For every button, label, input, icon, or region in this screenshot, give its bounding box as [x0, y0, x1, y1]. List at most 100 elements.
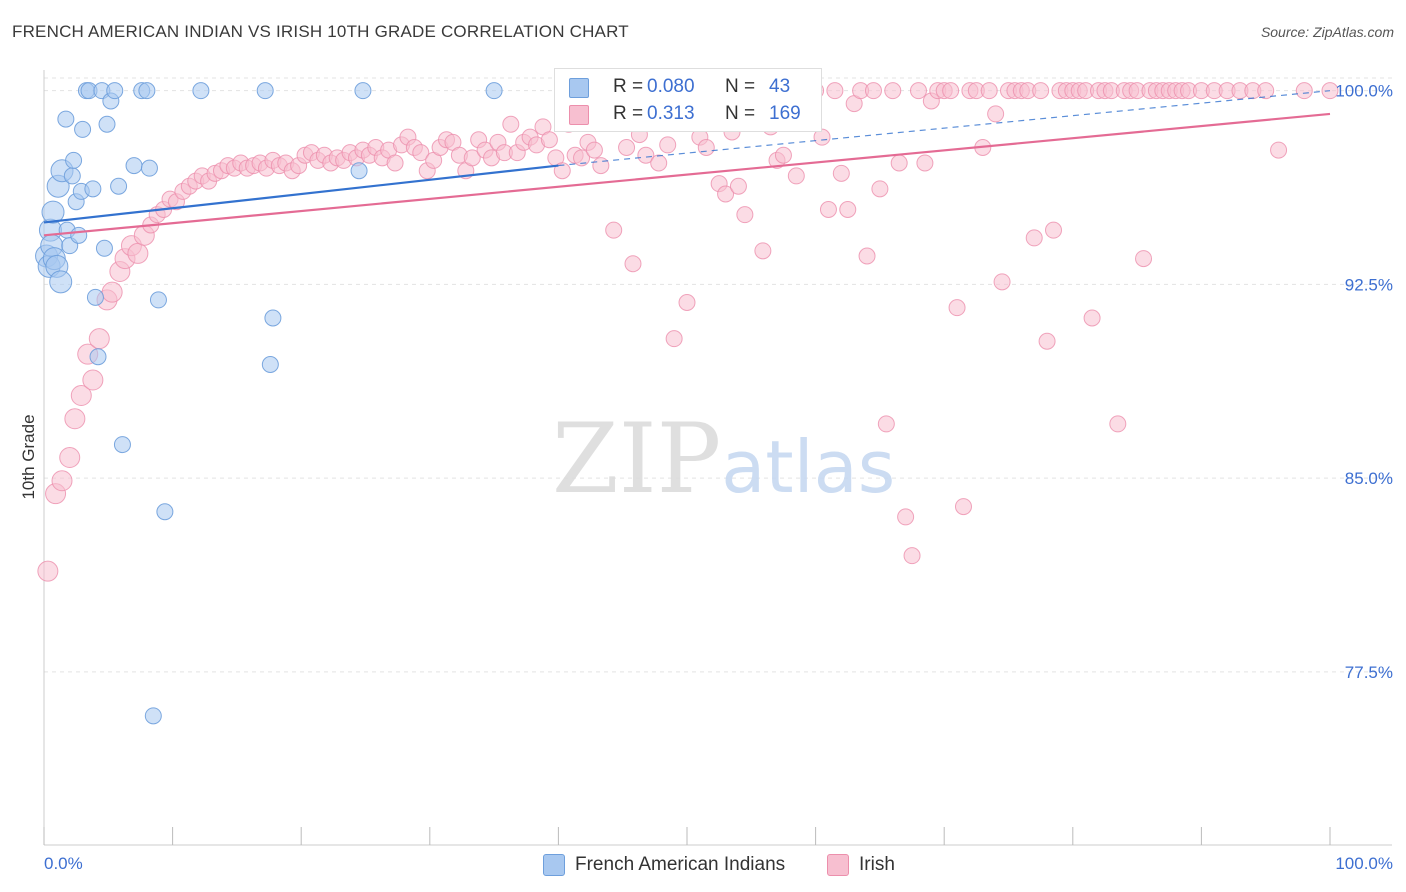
legend-label: Irish	[859, 854, 895, 875]
bottom-legend: French American Indians Irish	[0, 852, 1406, 878]
irish-point	[502, 115, 520, 133]
irish-point	[697, 139, 715, 156]
irish-point	[637, 146, 655, 164]
r-value: 0.313	[647, 103, 695, 124]
irish-point	[665, 330, 683, 348]
french-american-indians-point	[74, 120, 92, 138]
trend-layer	[43, 90, 1331, 237]
irish-point	[88, 328, 110, 350]
french-american-indians-point	[106, 82, 124, 100]
irish-point	[585, 141, 603, 159]
irish-point	[463, 149, 481, 167]
irish-point	[1270, 141, 1288, 159]
irish-point	[101, 281, 123, 303]
label-layer: 100.0% 92.5% 85.0% 77.5% 0.0% 100.0% 10th Grad…	[19, 82, 1393, 873]
french-american-indians-trend-line	[43, 164, 559, 224]
x-tick-label-min: 0.0%	[44, 854, 83, 873]
french-american-indians-trend-extension	[558, 90, 1331, 167]
irish-point	[37, 560, 59, 582]
irish-point	[858, 247, 876, 265]
stats-legend: R = 0.080 N = 43 R = 0.313 N = 169	[554, 68, 822, 132]
french-american-indians-point	[156, 503, 174, 521]
irish-point	[592, 157, 610, 175]
y-tick-label: 77.5%	[1345, 663, 1393, 682]
irish-point	[1045, 221, 1063, 239]
legend-label: French American Indians	[575, 854, 786, 875]
irish-point	[605, 221, 623, 239]
irish-point	[909, 82, 927, 100]
french-american-indians-point	[354, 82, 372, 100]
irish-point	[717, 185, 735, 203]
french-american-indians-point	[63, 167, 81, 185]
french-american-indians-point	[98, 115, 116, 133]
irish-point	[871, 180, 889, 198]
irish-trend-line	[43, 112, 1331, 237]
n-value: 169	[769, 103, 801, 124]
french-american-indians-point	[140, 159, 158, 177]
irish-point	[64, 408, 86, 430]
french-american-indians-point	[485, 82, 503, 100]
irish-point	[412, 144, 430, 162]
french-american-indians-point	[350, 162, 368, 180]
irish-point	[51, 470, 73, 492]
irish-point	[70, 385, 92, 406]
irish-point	[897, 508, 915, 526]
irish-point	[1257, 82, 1275, 100]
r-label: R =	[613, 103, 644, 124]
irish-point	[1135, 250, 1153, 268]
irish-point	[678, 294, 696, 311]
irish-point	[884, 82, 902, 100]
french-american-indians-point	[49, 270, 73, 294]
irish-point	[813, 128, 831, 146]
irish-point	[774, 146, 792, 164]
watermark-zip: ZIP	[552, 403, 721, 515]
irish-point	[59, 447, 81, 468]
french-american-indians-point	[149, 291, 167, 309]
french-american-indians-point	[113, 436, 131, 454]
y-axis-label: 10th Grade	[19, 414, 38, 499]
irish-point	[1025, 229, 1043, 247]
source-label: Source: ZipAtlas.com	[1260, 24, 1394, 40]
irish-point	[754, 242, 772, 260]
irish-point	[618, 139, 636, 156]
french-american-indians-point	[125, 157, 143, 175]
french-american-indians-point	[89, 348, 107, 366]
watermark-text: ZIPatlas	[552, 403, 895, 515]
irish-point	[948, 299, 966, 317]
french-american-indians-point	[256, 82, 274, 100]
irish-point	[903, 547, 921, 565]
french-american-indians-point	[264, 309, 282, 327]
axis-layer	[43, 70, 1392, 846]
irish-point	[624, 255, 642, 273]
french-american-indians-point	[65, 151, 83, 169]
french-american-indians-point	[138, 82, 156, 100]
irish-point	[890, 154, 908, 172]
irish-point	[877, 415, 895, 433]
french-american-indians-point	[84, 180, 102, 198]
irish-point	[1038, 332, 1056, 350]
y-tick-label: 85.0%	[1345, 469, 1393, 488]
irish-point	[1032, 82, 1050, 100]
irish-point	[127, 242, 149, 264]
irish-point	[916, 154, 934, 172]
irish-point	[573, 149, 591, 167]
french-american-indians-swatch	[569, 78, 589, 98]
watermark-layer: ZIPatlas	[552, 403, 895, 515]
irish-point	[826, 82, 844, 100]
watermark-atlas: atlas	[721, 425, 895, 509]
french-american-indians-point	[41, 200, 65, 224]
french-american-indians-point	[144, 707, 162, 725]
source-credit: Source: ZipAtlas.com	[1261, 24, 1394, 40]
irish-point	[980, 82, 998, 100]
french-american-indians-point	[70, 226, 88, 244]
french-american-indians-point	[110, 177, 128, 195]
y-tick-label: 100.0%	[1335, 82, 1393, 101]
irish-point	[1295, 82, 1313, 100]
irish-point	[553, 162, 571, 180]
r-label: R =	[613, 76, 644, 97]
n-label: N =	[725, 103, 756, 124]
irish-point	[659, 136, 677, 154]
n-label: N =	[725, 76, 756, 97]
irish-point	[1109, 415, 1127, 433]
